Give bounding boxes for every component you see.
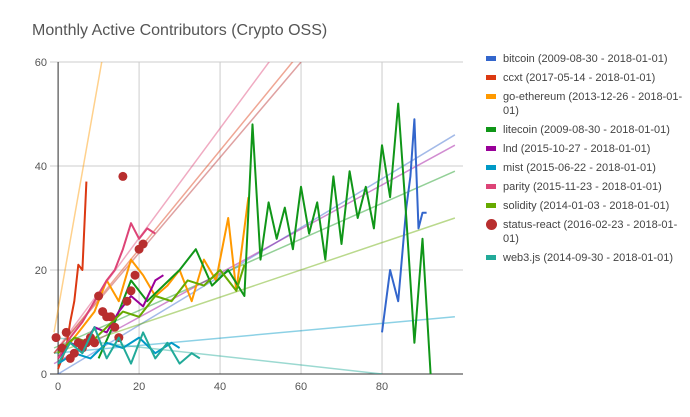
x-tick-label: 80: [376, 381, 388, 393]
legend-item: go-ethereum (2013-12-26 - 2018-01-01): [486, 90, 686, 118]
series-line: [57, 326, 201, 365]
legend-item: lnd (2015-10-27 - 2018-01-01): [486, 142, 686, 156]
legend-item: mist (2015-06-22 - 2018-01-01): [486, 161, 686, 175]
data-point: [106, 312, 116, 322]
legend-label: mist (2015-06-22 - 2018-01-01): [503, 162, 656, 174]
legend-swatch: [486, 94, 496, 99]
data-point: [122, 296, 132, 306]
series-group: [51, 62, 456, 374]
x-tick-label: 0: [55, 381, 61, 393]
series-line: [97, 102, 432, 374]
legend-swatch: [486, 255, 496, 260]
x-tick-label: 20: [133, 381, 145, 393]
legend-label: lnd (2015-10-27 - 2018-01-01): [503, 143, 651, 155]
data-point: [51, 333, 61, 343]
trendline: [53, 217, 456, 354]
y-tick-label: 40: [35, 161, 47, 173]
legend-label: bitcoin (2009-08-30 - 2018-01-01): [503, 53, 668, 65]
data-point: [57, 343, 67, 353]
data-point: [118, 171, 128, 181]
series-line: [57, 197, 250, 360]
legend-swatch: [486, 219, 497, 230]
chart-title: Monthly Active Contributors (Crypto OSS): [32, 22, 328, 39]
legend-label: litecoin (2009-08-30 - 2018-01-01): [503, 124, 670, 136]
legend-label: web3.js (2014-09-30 - 2018-01-01): [503, 252, 673, 264]
trendline: [53, 170, 456, 349]
legend-item: litecoin (2009-08-30 - 2018-01-01): [486, 123, 686, 137]
legend-swatch: [486, 75, 496, 80]
legend-label: go-ethereum (2013-12-26 - 2018-01-01): [503, 91, 683, 117]
trendline: [57, 134, 456, 374]
data-point: [138, 239, 148, 249]
legend-item: web3.js (2014-09-30 - 2018-01-01): [486, 251, 686, 265]
legend-item: solidity (2014-01-03 - 2018-01-01): [486, 199, 686, 213]
y-tick-label: 20: [35, 265, 47, 277]
trendline: [53, 62, 103, 333]
legend-label: status-react (2016-02-23 - 2018-01-01): [503, 219, 678, 245]
legend-label: ccxt (2017-05-14 - 2018-01-01): [503, 72, 656, 84]
data-point: [94, 291, 104, 301]
trendline: [53, 336, 383, 374]
legend-label: solidity (2014-01-03 - 2018-01-01): [503, 200, 670, 212]
legend-item: bitcoin (2009-08-30 - 2018-01-01): [486, 52, 686, 66]
legend-swatch: [486, 56, 496, 61]
legend-swatch: [486, 146, 496, 151]
trendline: [53, 62, 270, 354]
legend-item: parity (2015-11-23 - 2018-01-01): [486, 180, 686, 194]
data-point: [126, 286, 136, 296]
legend-swatch: [486, 165, 496, 170]
series-line: [381, 118, 427, 333]
legend-label: parity (2015-11-23 - 2018-01-01): [503, 181, 662, 193]
data-point: [90, 338, 100, 348]
legend-item: status-react (2016-02-23 - 2018-01-01): [486, 218, 686, 246]
y-tick-label: 0: [41, 369, 47, 381]
legend-swatch: [486, 127, 496, 132]
data-point: [69, 348, 79, 358]
data-point: [130, 270, 140, 280]
series-line: [57, 222, 156, 359]
x-tick-label: 40: [214, 381, 226, 393]
legend-swatch: [486, 203, 496, 208]
legend-item: ccxt (2017-05-14 - 2018-01-01): [486, 71, 686, 85]
legend-swatch: [486, 184, 496, 189]
data-point: [61, 327, 71, 337]
y-tick-label: 60: [35, 57, 47, 69]
trendline: [53, 62, 302, 354]
chart-legend: bitcoin (2009-08-30 - 2018-01-01) ccxt (2…: [486, 52, 686, 270]
data-point: [110, 322, 120, 332]
trendline: [53, 62, 294, 354]
x-tick-label: 60: [295, 381, 307, 393]
